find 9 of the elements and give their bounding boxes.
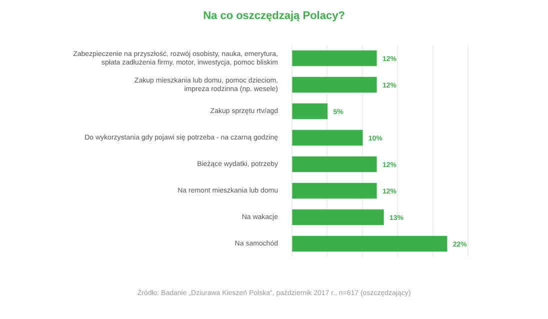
bar <box>292 103 328 120</box>
bar <box>292 130 363 146</box>
chart-title: Na co oszczędzają Polacy? <box>202 10 346 22</box>
bar <box>292 50 377 66</box>
bar <box>292 76 377 93</box>
bar <box>292 209 384 226</box>
bar <box>292 182 377 199</box>
bar <box>292 156 377 172</box>
bar <box>292 236 448 252</box>
